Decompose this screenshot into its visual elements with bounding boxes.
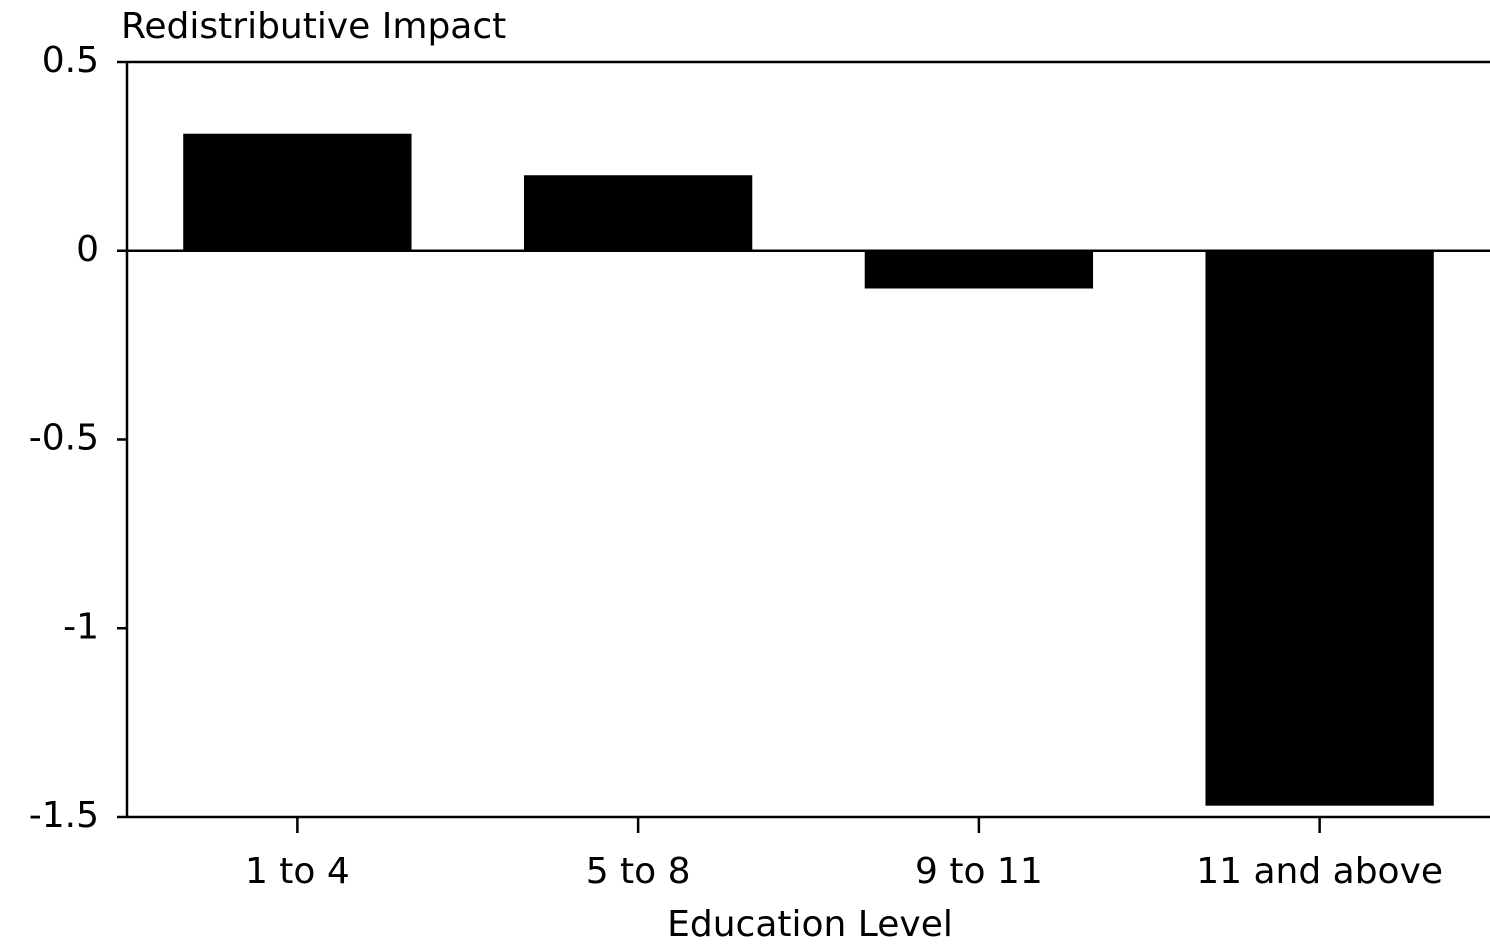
bar: [523, 175, 753, 251]
x-tick-label: 1 to 4: [245, 851, 350, 892]
x-tick-label: 9 to 11: [915, 851, 1043, 892]
y-tick-label: -0.5: [29, 418, 99, 459]
y-tick-label: -1: [63, 606, 99, 647]
bar: [1205, 250, 1434, 806]
y-axis-label: Redistributive Impact: [121, 6, 506, 47]
x-axis-label: Education Level: [667, 904, 953, 945]
y-tick-label: 0.5: [42, 40, 99, 81]
bar: [183, 133, 412, 251]
x-tick-label: 5 to 8: [586, 851, 691, 892]
bar: [864, 250, 1094, 289]
y-tick-label: 0: [76, 229, 99, 270]
x-tick-label: 11 and above: [1196, 851, 1443, 892]
y-tick-label: -1.5: [29, 795, 99, 836]
